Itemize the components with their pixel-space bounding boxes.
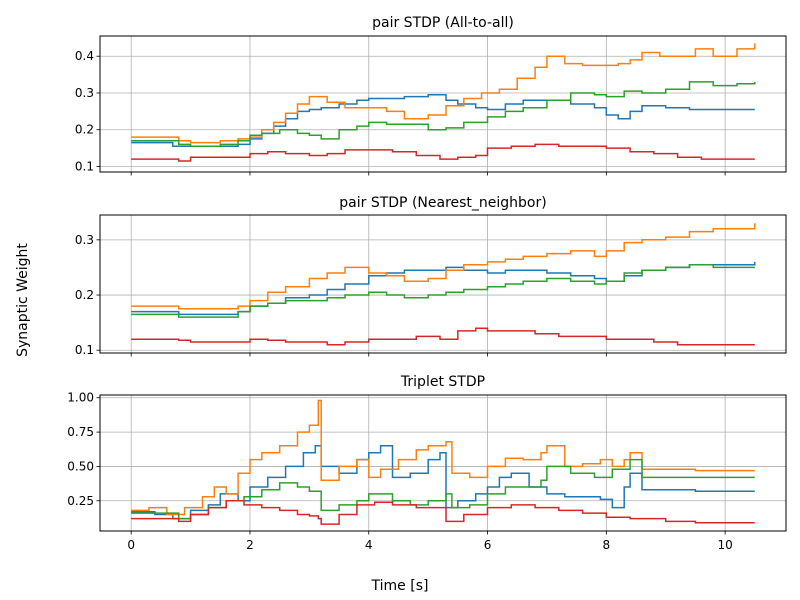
panel-triplet: 0 2 4 6 8 10 0.25 0.50 0.75 1.00 Triplet STDP (67, 374, 787, 552)
y-tick-label: 0.3 (75, 233, 94, 247)
x-tick-label: 2 (246, 538, 254, 552)
series-line-4 (131, 500, 755, 525)
axes-frame (99, 214, 787, 354)
x-tick-label: 0 (127, 538, 135, 552)
figure-ylabel: Synaptic Weight (15, 243, 31, 357)
x-tick-label: 6 (484, 538, 492, 552)
x-tick-label: 4 (365, 538, 373, 552)
y-tick-label: 0.3 (75, 86, 94, 100)
panel-nearest-neighbor: 0.1 0.2 0.3 pair STDP (Nearest_neighbor) (75, 195, 787, 357)
x-tick-label: 10 (717, 538, 732, 552)
series-line-3 (131, 263, 755, 318)
y-tick-label: 1.00 (67, 391, 94, 405)
y-tick-label: 0.2 (75, 123, 94, 137)
y-tick-label: 0.75 (67, 425, 94, 439)
y-tick-label: 0.50 (67, 459, 94, 473)
series-line-2 (131, 223, 756, 310)
y-tick-label: 0.25 (67, 494, 94, 508)
figure-xlabel: Time [s] (371, 578, 429, 594)
y-tick-label: 0.2 (75, 288, 94, 302)
series-line-4 (131, 143, 755, 162)
panel-title: pair STDP (All-to-all) (372, 15, 514, 31)
y-tick-label: 0.1 (75, 159, 94, 173)
series-line-3 (131, 81, 756, 148)
x-tick-label: 8 (603, 538, 611, 552)
y-tick-label: 0.1 (75, 343, 94, 357)
axes-frame (99, 35, 787, 173)
panel-all-to-all: 0.1 0.2 0.3 0.4 pair STDP (All-to-all) (75, 15, 787, 176)
y-tick-label: 0.4 (75, 49, 94, 63)
series-line-2 (131, 399, 755, 516)
panel-title: pair STDP (Nearest_neighbor) (339, 195, 546, 211)
axes-frame (99, 394, 787, 532)
series-line-2 (131, 43, 756, 144)
panel-title: Triplet STDP (400, 374, 485, 390)
series-line-4 (131, 327, 755, 346)
